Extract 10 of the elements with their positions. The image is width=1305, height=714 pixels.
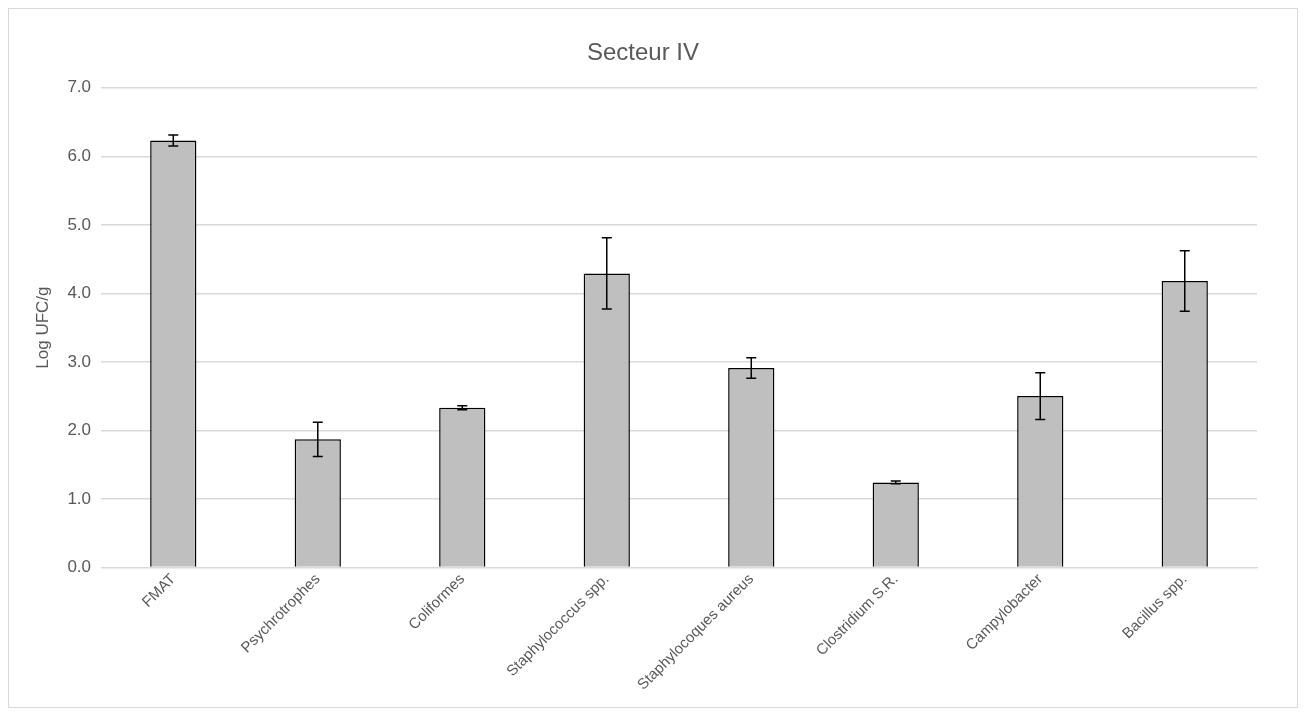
chart-title: Secteur IV	[586, 38, 700, 66]
y-tick-label: 4.0	[67, 283, 92, 303]
y-tick-label: 3.0	[67, 351, 92, 371]
y-tick-label: 6.0	[67, 146, 92, 165]
y-tick-label: 1.0	[67, 488, 92, 508]
y-tick-label: 0.0	[67, 557, 92, 577]
y-tick-label: 2.0	[67, 420, 92, 440]
y-tick-label: 5.0	[67, 214, 92, 234]
y-axis-title: Log UFC/g	[32, 286, 52, 369]
y-tick-label: 7.0	[67, 77, 92, 97]
